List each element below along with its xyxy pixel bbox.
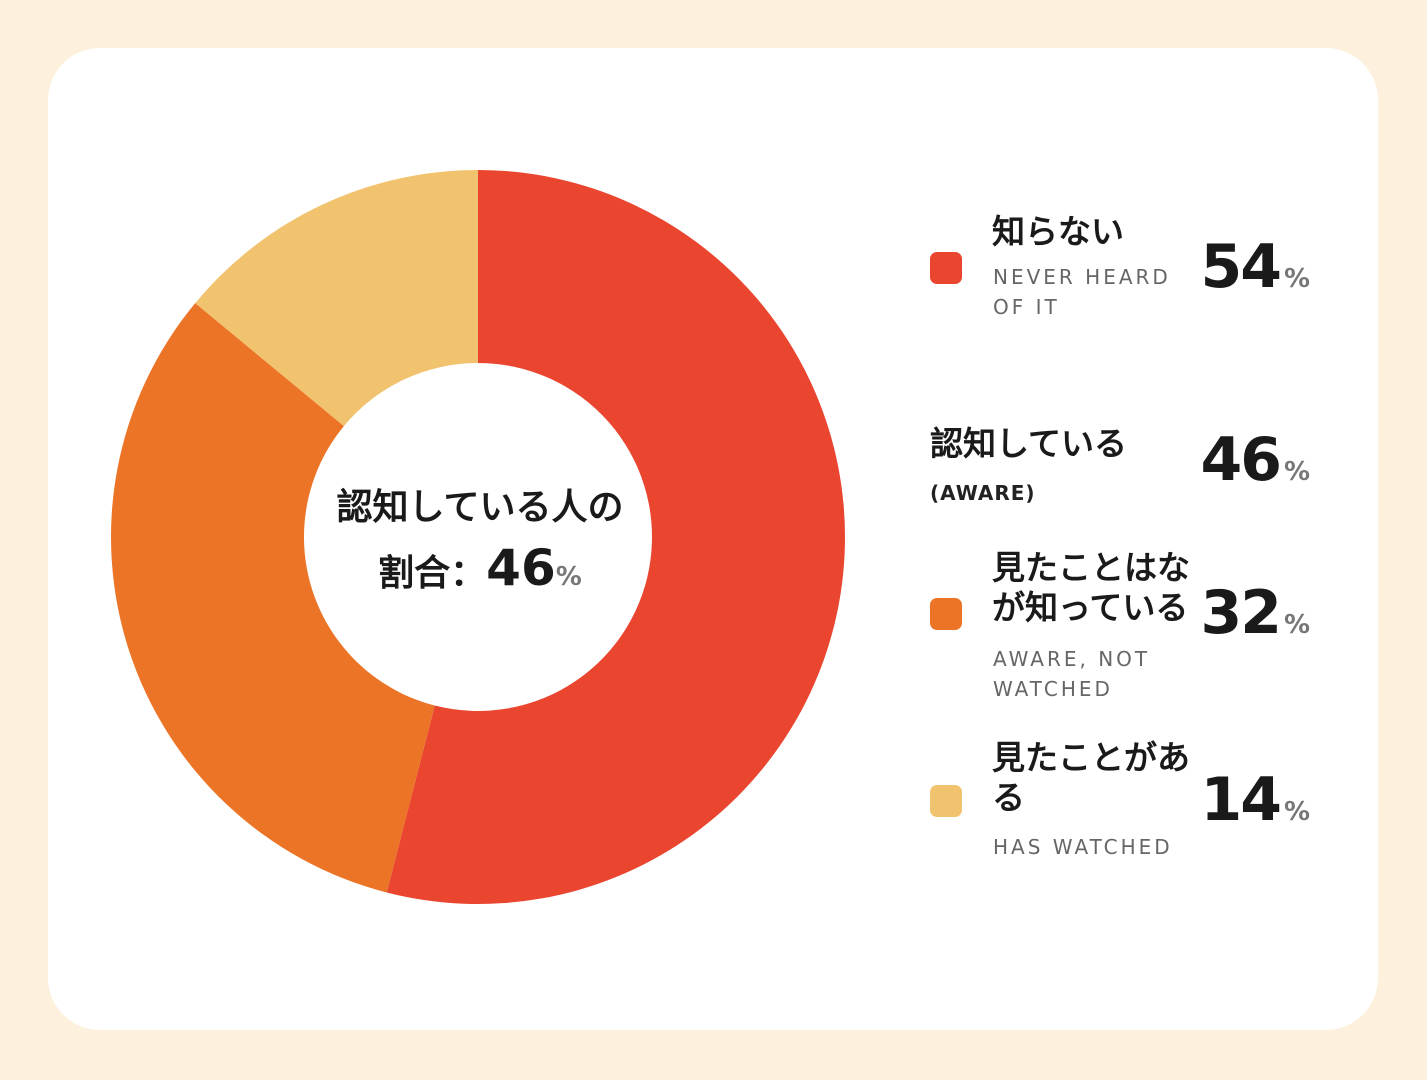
legend-label: 見たことがある xyxy=(992,738,1190,817)
center-unit: % xyxy=(555,562,582,592)
legend-label: 認知している xyxy=(930,424,1128,463)
legend-unit: % xyxy=(1284,457,1311,487)
legend-swatch xyxy=(930,252,962,284)
legend-unit: % xyxy=(1284,264,1311,294)
donut-slice xyxy=(195,170,479,427)
legend-unit: % xyxy=(1284,797,1311,827)
center-value: 46 xyxy=(486,539,556,597)
legend-label: 知らない xyxy=(992,212,1124,251)
legend-subtitle: (AWARE) xyxy=(930,481,1036,505)
center-text: 認知している人の割合： xyxy=(336,487,624,594)
center-label: 認知している人の割合：46% xyxy=(320,478,640,607)
legend-subtitle: HAS WATCHED xyxy=(993,835,1173,859)
donut-slice xyxy=(386,170,845,904)
donut-slice xyxy=(110,303,435,893)
legend-value: 46 xyxy=(1200,425,1283,495)
legend-value: 14 xyxy=(1200,765,1283,835)
legend-value: 32 xyxy=(1200,578,1283,648)
legend-unit: % xyxy=(1284,610,1311,640)
legend-swatch xyxy=(930,598,962,630)
legend-swatch xyxy=(930,785,962,817)
legend-label: 見たことはなが知っている xyxy=(992,548,1190,627)
legend-subtitle: AWARE, NOT WATCHED xyxy=(993,647,1151,701)
legend-subtitle: NEVER HEARD OF IT xyxy=(993,265,1171,319)
legend-value: 54 xyxy=(1200,232,1283,302)
